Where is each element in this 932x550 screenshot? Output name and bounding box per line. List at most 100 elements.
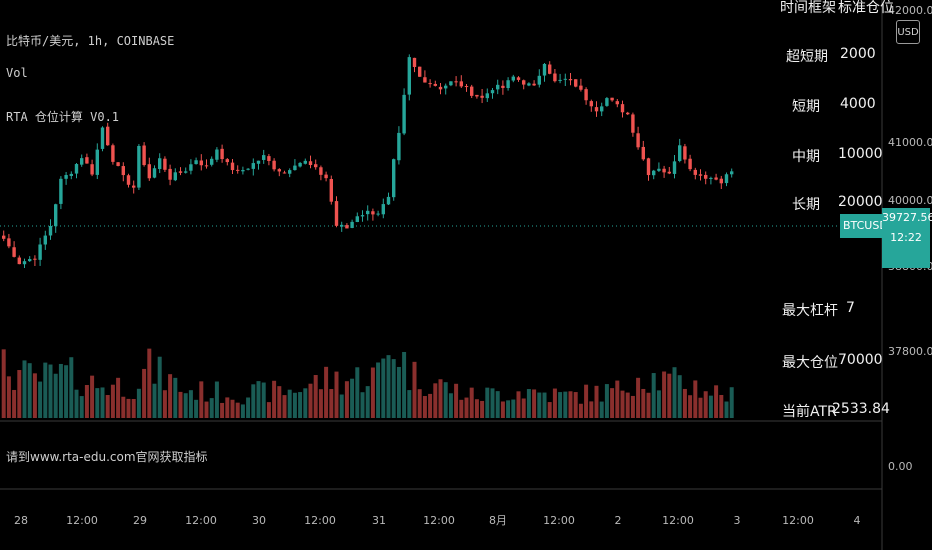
candle-body — [480, 95, 484, 98]
table-row-label: 中期 — [792, 149, 820, 165]
volume-bar — [662, 371, 667, 418]
price-axis-ticks: 42000.0041000.0040000.0038800.0037800.00 — [888, 4, 932, 358]
candle-body — [173, 172, 177, 181]
volume-bar — [142, 368, 147, 418]
candle-body — [272, 160, 276, 170]
candle-body — [615, 101, 619, 105]
volume-bar — [235, 402, 240, 418]
volume-bar — [95, 388, 100, 418]
volume-bar — [334, 371, 339, 418]
candle-body — [142, 145, 146, 166]
candle-body — [501, 85, 505, 88]
volume-bar — [48, 364, 53, 418]
stat-max-leverage-value: 7 — [846, 300, 855, 316]
candle-body — [600, 106, 604, 112]
candle-body — [527, 83, 531, 86]
volume-bar — [188, 390, 193, 418]
volume-bar — [116, 377, 121, 418]
volume-bar — [100, 387, 105, 418]
candle-body — [698, 174, 703, 176]
candle-body — [293, 165, 297, 171]
volume-bar — [365, 386, 370, 418]
time-tick-label: 28 — [14, 514, 28, 527]
time-tick-label: 3 — [734, 514, 741, 527]
time-tick-label: 4 — [854, 514, 861, 527]
volume-bar — [194, 399, 199, 418]
candle-body — [303, 160, 307, 164]
volume-bar — [708, 395, 713, 418]
volume-bar — [474, 399, 479, 418]
volume-bar — [105, 395, 110, 418]
time-tick-label: 31 — [372, 514, 386, 527]
volume-bar — [32, 373, 37, 418]
last-price-value: 39727.56 — [882, 211, 932, 224]
volume-bar — [38, 381, 43, 418]
sub-pane-legend[interactable]: 请到www.rta-edu.com官网获取指标 — [6, 450, 208, 464]
candle-body — [230, 162, 235, 171]
candle-body — [345, 225, 349, 229]
candle-body — [709, 177, 713, 179]
symbol-legend[interactable]: 比特币/美元, 1h, COINBASE — [6, 34, 175, 48]
volume-bar — [724, 401, 729, 418]
candle-body — [605, 98, 609, 106]
volume-bar — [84, 384, 89, 418]
volume-bar — [396, 366, 401, 418]
candle-body — [402, 94, 406, 134]
volume-bar — [459, 399, 464, 418]
candle-body — [158, 158, 162, 170]
volume-bar — [277, 386, 282, 418]
volume-bar — [688, 395, 693, 418]
table-header-timeframe: 时间框架 — [780, 0, 836, 16]
candle-body — [464, 86, 469, 88]
volume-bar — [480, 400, 485, 418]
candle-body — [724, 174, 729, 184]
candle-body — [386, 196, 391, 205]
candle-body — [236, 169, 240, 171]
indicator-legend[interactable]: RTA 仓位计算 V0.1 — [6, 110, 120, 124]
volume-bar — [173, 377, 178, 418]
volume-bar — [428, 393, 433, 418]
time-axis-ticks: 28 12:00 29 12:00 30 12:00 31 12:00 8月 12:00 2 12:0… — [14, 514, 861, 527]
volume-legend[interactable]: Vol — [6, 66, 28, 80]
volume-bar — [677, 375, 682, 418]
candle-body — [714, 177, 718, 180]
candle-body — [683, 146, 687, 160]
table-row-label: 短期 — [792, 99, 820, 115]
volume-bar — [636, 377, 641, 418]
volume-bar — [376, 362, 381, 418]
volume-bar — [246, 397, 251, 418]
table-row-value: 10000 — [838, 146, 883, 162]
stat-atr-label: 当前ATR — [782, 404, 837, 420]
candle-body — [199, 160, 203, 166]
volume-bar — [402, 351, 407, 418]
candle-body — [95, 149, 99, 175]
candle-body — [12, 247, 16, 257]
volume-bar — [266, 402, 271, 418]
volume-bar — [578, 403, 583, 418]
time-tick-label: 8月 — [489, 514, 507, 527]
volume-bar — [183, 393, 188, 418]
volume-bar — [438, 379, 443, 418]
volume-bar — [225, 397, 230, 418]
candle-body — [137, 145, 141, 188]
candle-body — [589, 101, 593, 107]
candle-body — [631, 114, 635, 133]
candle-body — [563, 78, 567, 80]
candle-body — [397, 132, 401, 161]
volume-bar — [287, 389, 292, 418]
volume-bar — [500, 401, 505, 418]
volume-bar — [448, 393, 453, 418]
time-tick-label: 30 — [252, 514, 266, 527]
volume-bar — [350, 378, 355, 418]
currency-button[interactable]: USD — [896, 20, 920, 44]
candle-body — [334, 201, 339, 226]
volume-bar — [58, 363, 63, 418]
volume-bar — [672, 367, 677, 418]
candle-body — [132, 185, 136, 188]
candle-body — [688, 158, 692, 170]
candle-body — [511, 76, 515, 81]
candle-body — [324, 174, 328, 179]
volume-bar — [703, 391, 708, 418]
candle-body — [730, 171, 734, 175]
